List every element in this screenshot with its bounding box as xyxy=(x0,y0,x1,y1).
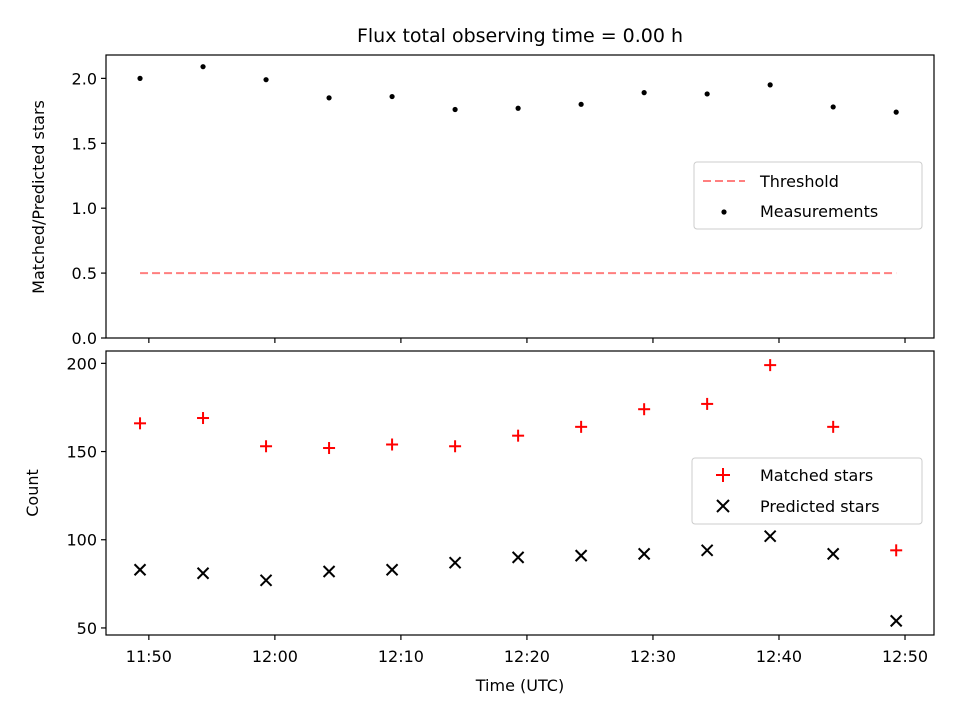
legend-matched-label: Matched stars xyxy=(760,466,873,485)
predicted-stars-point xyxy=(448,556,462,569)
predicted-stars-point xyxy=(763,530,777,543)
predicted-stars-point xyxy=(574,549,588,562)
bottom-y-tick-label: 150 xyxy=(66,443,97,462)
top-x-ticks xyxy=(148,338,906,343)
matched-stars-point xyxy=(827,420,840,433)
predicted-stars-point xyxy=(322,565,336,578)
matched-stars-point xyxy=(323,442,336,455)
measurement-point xyxy=(704,91,710,97)
top-series xyxy=(137,64,899,275)
chart-title: Flux total observing time = 0.00 h xyxy=(357,25,683,47)
bottom-y-axis-label: Count xyxy=(23,469,42,517)
x-axis-label: Time (UTC) xyxy=(475,676,564,695)
matched-stars-point xyxy=(449,440,462,453)
measurement-point xyxy=(389,93,395,100)
bottom-y-ticks: 50 100 150 200 xyxy=(66,354,106,638)
matched-stars-point xyxy=(512,429,525,442)
legend-predicted-swatch xyxy=(716,499,730,513)
x-tick-label: 12:40 xyxy=(756,647,802,666)
x-tick-label: 12:30 xyxy=(630,647,676,666)
x-tick-label: 11:50 xyxy=(126,647,172,666)
predicted-stars-point xyxy=(700,544,714,557)
top-y-tick-label: 1.0 xyxy=(72,199,97,218)
matched-stars-point xyxy=(575,420,588,433)
measurement-point xyxy=(893,109,899,115)
bottom-y-tick-label: 100 xyxy=(66,531,97,550)
predicted-stars-point xyxy=(637,547,651,561)
measurement-point xyxy=(767,82,773,88)
measurement-point xyxy=(137,75,143,81)
predicted-stars-point xyxy=(889,614,903,628)
measurement-point xyxy=(326,95,332,101)
matched-stars-point xyxy=(260,440,273,453)
legend-measurements-label: Measurements xyxy=(760,202,878,221)
top-y-tick-label: 1.5 xyxy=(72,134,97,153)
top-legend-box xyxy=(693,161,923,230)
top-legend: Threshold Measurements xyxy=(693,161,923,230)
bottom-series xyxy=(133,359,903,628)
top-panel-frame xyxy=(105,54,935,339)
legend-predicted-label: Predicted stars xyxy=(760,497,880,516)
bottom-panel: 50 100 150 200 11:50 12:00 12:10 12:20 12:30 12:… xyxy=(23,350,935,695)
measurement-point xyxy=(452,106,458,113)
top-y-ticks: 0.0 0.5 1.0 1.5 2.0 xyxy=(72,69,106,348)
x-tick-label: 12:10 xyxy=(378,647,424,666)
top-y-tick-label: 0.0 xyxy=(72,329,97,348)
bottom-panel-frame xyxy=(105,350,935,636)
top-y-axis-label: Matched/Predicted stars xyxy=(29,100,48,294)
matched-stars-point xyxy=(386,438,399,451)
matched-stars-point xyxy=(764,359,777,372)
top-y-tick-label: 2.0 xyxy=(72,69,97,88)
bottom-y-tick-label: 50 xyxy=(77,619,97,638)
matched-stars-point xyxy=(134,417,147,430)
predicted-stars-point xyxy=(385,563,399,576)
legend-threshold-label: Threshold xyxy=(759,172,839,191)
bottom-legend-box xyxy=(691,457,923,525)
matched-stars-point xyxy=(197,412,210,425)
legend-matched-swatch xyxy=(716,468,730,482)
measurement-point xyxy=(830,104,836,110)
legend-measurements-swatch xyxy=(721,209,727,215)
predicted-stars-point xyxy=(826,547,840,561)
predicted-stars-point xyxy=(511,551,525,564)
matched-stars-point xyxy=(638,403,651,416)
bottom-x-ticks: 11:50 12:00 12:10 12:20 12:30 12:40 12:50 xyxy=(126,635,928,666)
x-tick-label: 12:20 xyxy=(504,647,550,666)
measurement-point xyxy=(263,77,269,83)
predicted-stars-point xyxy=(259,574,273,587)
measurement-point xyxy=(515,105,521,111)
predicted-stars-point xyxy=(196,567,210,580)
top-y-tick-label: 0.5 xyxy=(72,264,97,283)
matched-stars-point xyxy=(701,397,714,410)
x-tick-label: 12:00 xyxy=(252,647,298,666)
x-tick-label: 12:50 xyxy=(882,647,928,666)
bottom-legend: Matched stars Predicted stars xyxy=(691,457,923,525)
bottom-y-tick-label: 200 xyxy=(66,354,97,373)
matched-stars-point xyxy=(890,544,903,557)
measurement-point xyxy=(578,101,584,107)
measurement-point xyxy=(200,64,206,70)
measurement-point xyxy=(641,90,647,96)
top-panel: 0.00.51.01.52.0 Matched/Predicted stars … xyxy=(29,54,935,348)
predicted-stars-point xyxy=(133,563,147,576)
